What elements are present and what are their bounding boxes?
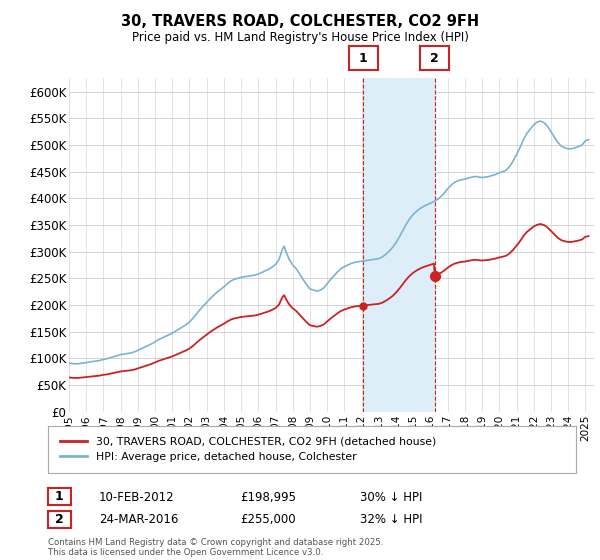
Text: 30, TRAVERS ROAD, COLCHESTER, CO2 9FH: 30, TRAVERS ROAD, COLCHESTER, CO2 9FH: [121, 14, 479, 29]
Text: 1: 1: [359, 52, 368, 65]
Text: £198,995: £198,995: [240, 491, 296, 504]
Text: 24-MAR-2016: 24-MAR-2016: [99, 513, 178, 526]
Text: 10-FEB-2012: 10-FEB-2012: [99, 491, 175, 504]
Text: 32% ↓ HPI: 32% ↓ HPI: [360, 513, 422, 526]
Text: Contains HM Land Registry data © Crown copyright and database right 2025.
This d: Contains HM Land Registry data © Crown c…: [48, 538, 383, 557]
Bar: [364, 78, 435, 412]
Text: 2: 2: [430, 52, 439, 65]
Text: 2: 2: [55, 512, 64, 526]
Text: 1: 1: [55, 490, 64, 503]
Legend: 30, TRAVERS ROAD, COLCHESTER, CO2 9FH (detached house), HPI: Average price, deta: 30, TRAVERS ROAD, COLCHESTER, CO2 9FH (d…: [53, 430, 442, 469]
Text: Price paid vs. HM Land Registry's House Price Index (HPI): Price paid vs. HM Land Registry's House …: [131, 31, 469, 44]
Text: £255,000: £255,000: [240, 513, 296, 526]
Text: 30% ↓ HPI: 30% ↓ HPI: [360, 491, 422, 504]
